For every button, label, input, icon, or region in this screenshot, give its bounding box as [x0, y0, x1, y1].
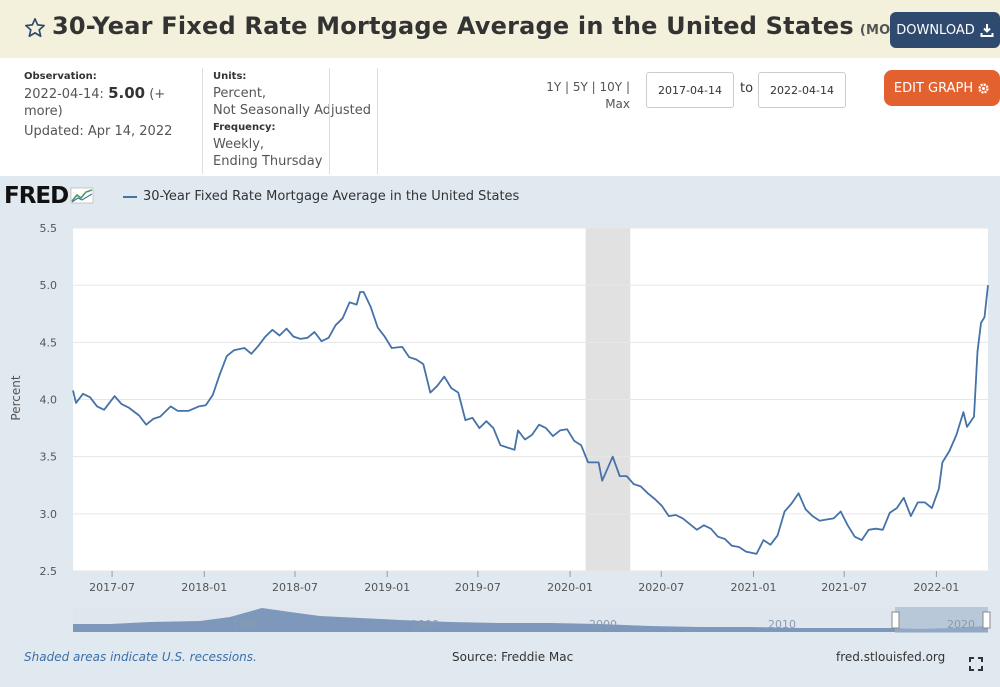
- x-tick-label: 2019-07: [455, 581, 501, 594]
- x-tick-label: 2020-07: [638, 581, 684, 594]
- navigator-year-label: 2020: [947, 618, 975, 631]
- navigator-year-label: 2000: [589, 618, 617, 631]
- recession-note-link[interactable]: Shaded areas indicate U.S. recessions.: [24, 650, 257, 664]
- source-text: Source: Freddie Mac: [452, 650, 573, 664]
- x-tick-label: 2018-01: [181, 581, 227, 594]
- navigator-left-handle[interactable]: [892, 612, 899, 628]
- x-tick-label: 2018-07: [272, 581, 318, 594]
- x-tick-label: 2019-01: [364, 581, 410, 594]
- site-url[interactable]: fred.stlouisfed.org: [836, 650, 945, 664]
- y-tick-label: 3.0: [40, 508, 58, 521]
- y-tick-label: 2.5: [40, 565, 58, 578]
- x-tick-label: 2020-01: [547, 581, 593, 594]
- navigator-right-handle[interactable]: [983, 612, 990, 628]
- y-tick-label: 4.5: [40, 336, 58, 349]
- navigator-year-label: 1980: [232, 618, 260, 631]
- y-tick-label: 5.5: [40, 222, 58, 235]
- x-tick-label: 2022-01: [913, 581, 959, 594]
- fullscreen-icon[interactable]: [969, 657, 983, 671]
- range-navigator[interactable]: 1980 1990 2000 2010 2020: [73, 607, 990, 633]
- x-tick-label: 2021-07: [821, 581, 867, 594]
- y-tick-label: 3.5: [40, 451, 58, 464]
- y-tick-label: 4.0: [40, 394, 58, 407]
- navigator-year-label: 2010: [768, 618, 796, 631]
- navigator-year-label: 1990: [411, 618, 439, 631]
- x-tick-label: 2017-07: [89, 581, 135, 594]
- y-axis-label: Percent: [9, 375, 23, 420]
- y-tick-label: 5.0: [40, 279, 58, 292]
- x-tick-label: 2021-01: [731, 581, 777, 594]
